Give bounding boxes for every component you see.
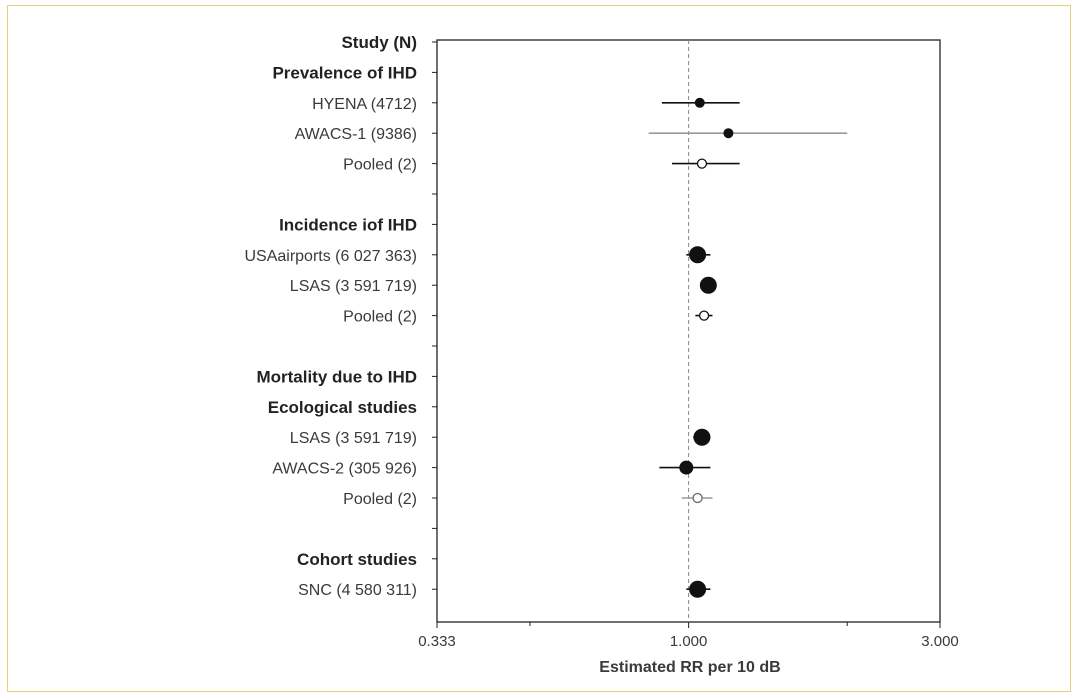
x-tick-label: 0.333 xyxy=(418,633,456,650)
study-label: LSAS (3 591 719) xyxy=(290,430,417,447)
study-label: AWACS-2 (305 926) xyxy=(272,461,417,478)
study-estimate-marker xyxy=(689,246,707,264)
x-tick-label: 1.000 xyxy=(670,633,708,650)
group-heading: Mortality due to IHD xyxy=(256,367,417,386)
column-header: Study (N) xyxy=(341,33,417,52)
group-heading: Ecological studies xyxy=(268,398,417,417)
row-labels: Study (N) Prevalence of IHD HYENA (4712) AW… xyxy=(244,33,417,599)
study-estimate-marker xyxy=(693,428,711,446)
study-label: AWACS-1 (9386) xyxy=(295,126,417,143)
group-heading: Incidence iof IHD xyxy=(279,215,417,234)
x-tick-label: 3.000 xyxy=(921,633,959,650)
y-ticks xyxy=(432,41,437,590)
figure-frame xyxy=(7,5,1071,692)
x-ticks: 0.333 1.000 3.000 xyxy=(418,622,959,650)
study-label: SNC (4 580 311) xyxy=(298,582,417,599)
study-label: Pooled (2) xyxy=(343,309,417,326)
study-label: LSAS (3 591 719) xyxy=(290,278,417,295)
estimate-marks xyxy=(648,97,848,598)
group-heading: Prevalence of IHD xyxy=(272,63,417,82)
group-heading: Cohort studies xyxy=(297,550,417,569)
study-estimate-marker xyxy=(699,276,717,294)
study-label: Pooled (2) xyxy=(343,491,417,508)
study-estimate-marker xyxy=(679,460,694,475)
pooled-estimate-marker xyxy=(698,310,710,321)
study-label: HYENA (4712) xyxy=(312,96,417,113)
study-estimate-marker xyxy=(723,128,734,139)
x-axis-title: Estimated RR per 10 dB xyxy=(599,659,780,676)
plot-area: 0.333 1.000 3.000 xyxy=(418,39,959,650)
pooled-estimate-marker xyxy=(696,158,708,169)
pooled-estimate-marker xyxy=(692,492,703,504)
study-label: USAairports (6 027 363) xyxy=(244,248,417,265)
study-estimate-marker xyxy=(689,580,707,598)
study-label: Pooled (2) xyxy=(343,157,417,174)
study-estimate-marker xyxy=(694,97,705,108)
